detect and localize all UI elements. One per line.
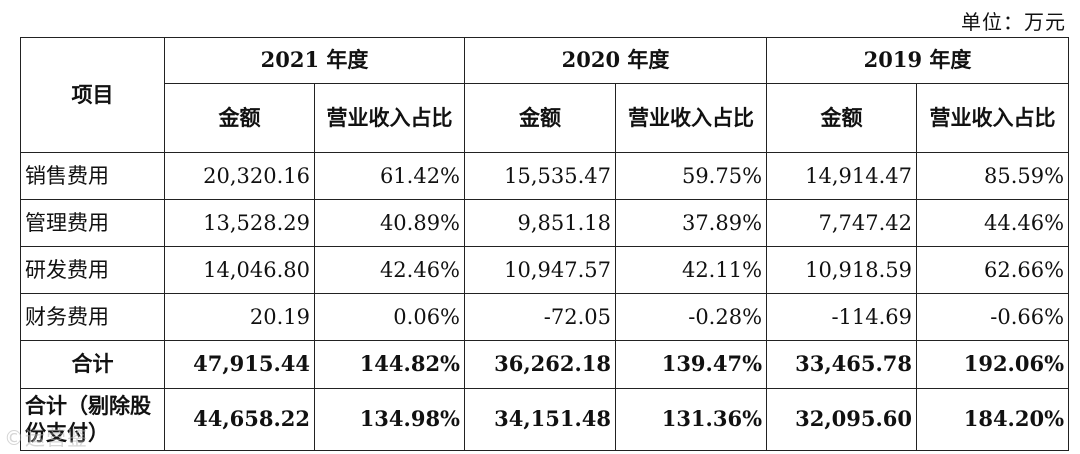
total-ratio: 192.06% (916, 340, 1070, 389)
row-label: 管理费用 (20, 199, 165, 247)
cell-ratio: 42.11% (615, 246, 768, 294)
header-ratio: 营业收入占比 (916, 83, 1070, 153)
total-label: 合计 (20, 340, 165, 389)
total-excl-ratio: 184.20% (916, 388, 1070, 451)
table-row: 财务费用 20.19 0.06% -72.05 -0.28% -114.69 -… (20, 293, 1070, 341)
cell-ratio: 85.59% (916, 152, 1070, 200)
header-year-2019: 2019 年度 (766, 37, 1070, 84)
total-excl-ratio: 131.36% (615, 388, 768, 451)
total-excl-amount: 34,151.48 (464, 388, 617, 451)
header-ratio: 营业收入占比 (615, 83, 768, 153)
cell-amount: 13,528.29 (164, 199, 315, 247)
cell-ratio: 62.66% (916, 246, 1070, 294)
header-row-years: 项目 2021 年度 2020 年度 2019 年度 (20, 37, 1070, 153)
total-row: 合计 47,915.44 144.82% 36,262.18 139.47% 3… (20, 340, 1070, 389)
cell-amount: 20.19 (164, 293, 315, 341)
total-excl-amount: 32,095.60 (766, 388, 918, 451)
expense-table: 项目 2021 年度 2020 年度 2019 年度 金额 营业收入占比 金额 … (20, 37, 1070, 451)
row-label: 销售费用 (20, 152, 165, 200)
cell-ratio: 40.89% (313, 199, 466, 247)
cell-ratio: 61.42% (313, 152, 466, 200)
cell-amount: 10,918.59 (766, 246, 918, 294)
cell-ratio: -0.28% (615, 293, 768, 341)
header-year-2020: 2020 年度 (464, 37, 768, 84)
total-excl-ratio: 134.98% (313, 388, 466, 451)
cell-amount: -114.69 (766, 293, 918, 341)
row-label: 财务费用 (20, 293, 165, 341)
cell-amount: -72.05 (464, 293, 617, 341)
total-excl-sbc-label: 合计（剔除股份支付） (20, 388, 165, 451)
total-amount: 36,262.18 (464, 340, 617, 389)
table-row: 研发费用 14,046.80 42.46% 10,947.57 42.11% 1… (20, 246, 1070, 294)
cell-ratio: 59.75% (615, 152, 768, 200)
total-amount: 47,915.44 (164, 340, 315, 389)
header-year-2021: 2021 年度 (163, 37, 466, 84)
cell-amount: 7,747.42 (766, 199, 918, 247)
cell-amount: 14,046.80 (164, 246, 315, 294)
cell-ratio: 42.46% (313, 246, 466, 294)
cell-amount: 20,320.16 (164, 152, 315, 200)
header-ratio: 营业收入占比 (313, 83, 466, 153)
cell-amount: 14,914.47 (766, 152, 918, 200)
header-amount: 金额 (464, 83, 617, 153)
cell-ratio: 37.89% (615, 199, 768, 247)
total-excl-sbc-row: 合计（剔除股份支付） 44,658.22 134.98% 34,151.48 1… (20, 388, 1070, 451)
watermark-logo: ©运营鉴 (4, 426, 88, 450)
cell-ratio: 0.06% (313, 293, 466, 341)
cell-amount: 10,947.57 (464, 246, 617, 294)
row-label: 研发费用 (20, 246, 165, 294)
cell-ratio: 44.46% (916, 199, 1070, 247)
table-row: 管理费用 13,528.29 40.89% 9,851.18 37.89% 7,… (20, 199, 1070, 247)
table-row: 销售费用 20,320.16 61.42% 15,535.47 59.75% 1… (20, 152, 1070, 200)
header-item: 项目 (20, 37, 165, 153)
total-excl-amount: 44,658.22 (164, 388, 315, 451)
unit-label: 单位：万元 (961, 10, 1066, 34)
cell-amount: 9,851.18 (464, 199, 617, 247)
header-row-metrics: 金额 营业收入占比 金额 营业收入占比 金额 营业收入占比 (21, 83, 1070, 153)
total-ratio: 144.82% (313, 340, 466, 389)
cell-ratio: -0.66% (916, 293, 1070, 341)
header-amount: 金额 (164, 83, 315, 153)
total-amount: 33,465.78 (766, 340, 918, 389)
cell-amount: 15,535.47 (464, 152, 617, 200)
total-ratio: 139.47% (615, 340, 768, 389)
header-amount: 金额 (766, 83, 918, 153)
